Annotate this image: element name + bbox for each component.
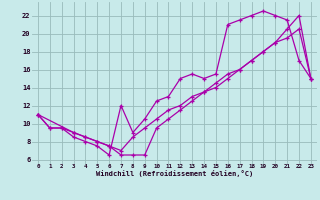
X-axis label: Windchill (Refroidissement éolien,°C): Windchill (Refroidissement éolien,°C) [96,170,253,177]
